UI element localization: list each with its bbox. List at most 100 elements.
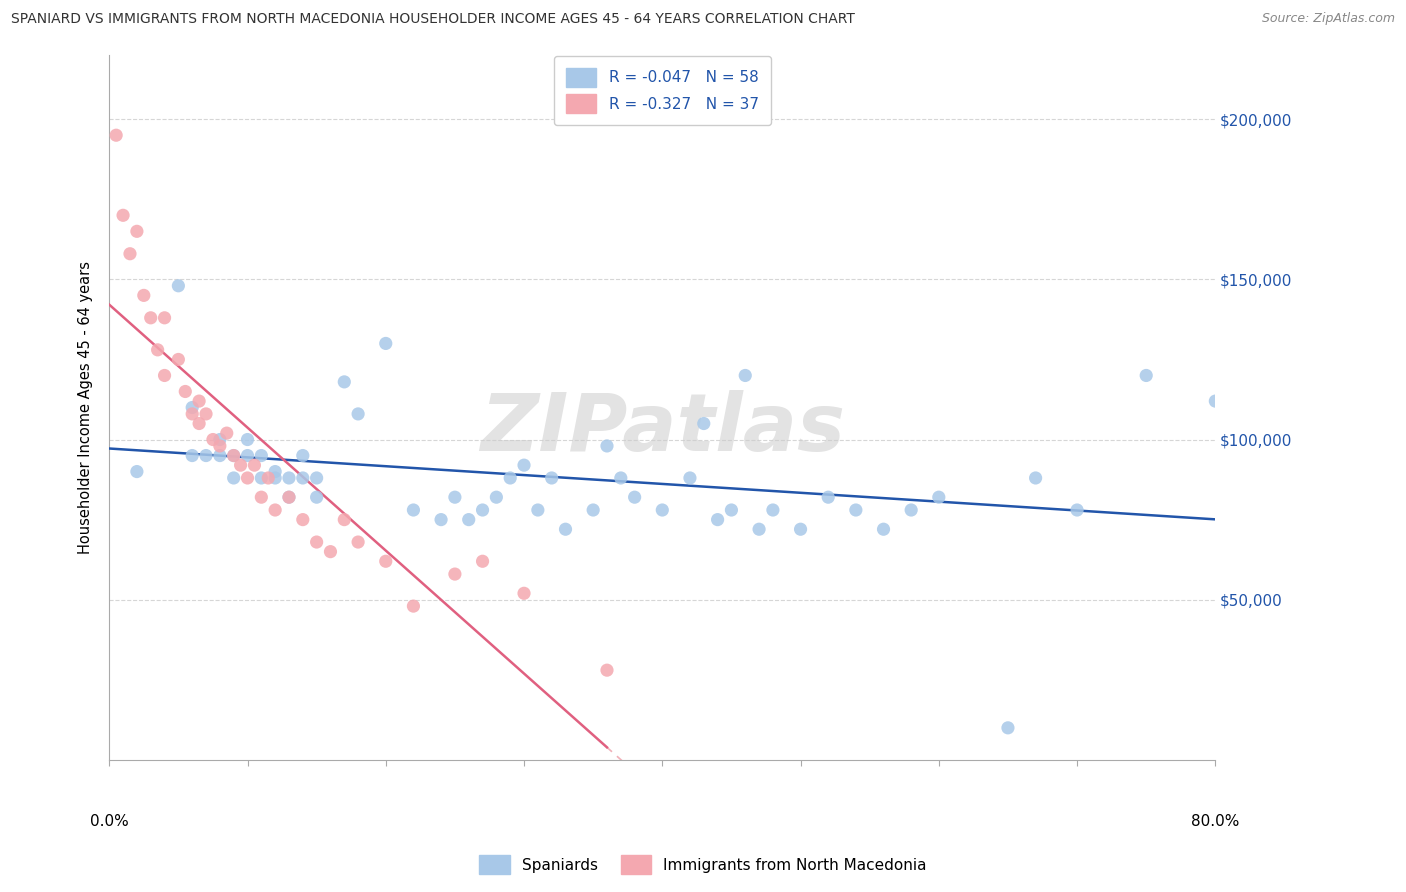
Point (402, 599, 425, 613)
Point (222, 449, 245, 463)
Point (118, 246, 141, 260)
Point (997, 721, 1019, 735)
Text: 0.0%: 0.0% (90, 814, 128, 830)
Point (444, 490, 467, 504)
Point (499, 471, 522, 485)
Point (347, 407, 370, 421)
Point (402, 503, 425, 517)
Point (278, 471, 301, 485)
Point (333, 375, 356, 389)
Text: SPANIARD VS IMMIGRANTS FROM NORTH MACEDONIA HOUSEHOLDER INCOME AGES 45 - 64 YEAR: SPANIARD VS IMMIGRANTS FROM NORTH MACEDO… (11, 12, 855, 26)
Point (845, 503, 868, 517)
Point (444, 567, 467, 582)
Point (208, 449, 231, 463)
Point (236, 471, 259, 485)
Text: 80.0%: 80.0% (1191, 814, 1240, 830)
Point (374, 336, 396, 351)
Point (105, 128, 128, 143)
Point (679, 471, 702, 485)
Legend: Spaniards, Immigrants from North Macedonia: Spaniards, Immigrants from North Macedon… (472, 849, 934, 880)
Point (305, 471, 328, 485)
Point (623, 490, 645, 504)
Point (264, 465, 287, 479)
Point (264, 471, 287, 485)
Point (540, 471, 562, 485)
Point (471, 554, 494, 568)
Point (146, 343, 169, 357)
Point (610, 471, 633, 485)
Point (257, 471, 280, 485)
Point (222, 449, 245, 463)
Point (513, 458, 536, 472)
Point (748, 522, 770, 536)
Point (596, 663, 619, 677)
Point (554, 522, 576, 536)
Point (291, 449, 314, 463)
Text: Source: ZipAtlas.com: Source: ZipAtlas.com (1261, 12, 1395, 25)
Point (188, 394, 211, 409)
Point (181, 401, 204, 415)
Point (693, 417, 716, 431)
Point (651, 503, 673, 517)
Point (195, 449, 218, 463)
Point (174, 384, 197, 399)
Point (582, 503, 605, 517)
Point (236, 433, 259, 447)
Point (291, 471, 314, 485)
Point (250, 449, 273, 463)
Point (291, 513, 314, 527)
Point (928, 490, 950, 504)
Point (278, 490, 301, 504)
Point (201, 433, 224, 447)
Point (243, 458, 266, 472)
Point (789, 522, 811, 536)
Point (457, 513, 479, 527)
Point (215, 426, 238, 441)
Point (374, 554, 396, 568)
Point (485, 490, 508, 504)
Point (278, 490, 301, 504)
Point (229, 458, 252, 472)
Point (333, 513, 356, 527)
Point (734, 368, 756, 383)
Point (208, 439, 231, 453)
Point (250, 490, 273, 504)
Text: ZIPatlas: ZIPatlas (479, 390, 845, 467)
Point (817, 490, 839, 504)
Point (513, 586, 536, 600)
Point (250, 471, 273, 485)
Point (596, 439, 619, 453)
Point (1135, 368, 1157, 383)
Point (872, 522, 894, 536)
Point (208, 433, 231, 447)
Point (720, 503, 742, 517)
Point (181, 407, 204, 421)
Point (347, 535, 370, 549)
Point (305, 490, 328, 504)
Point (125, 465, 148, 479)
Point (706, 513, 728, 527)
Point (471, 503, 494, 517)
Y-axis label: Householder Income Ages 45 - 64 years: Householder Income Ages 45 - 64 years (79, 261, 93, 554)
Point (167, 278, 190, 293)
Legend: R = -0.047   N = 58, R = -0.327   N = 37: R = -0.047 N = 58, R = -0.327 N = 37 (554, 55, 770, 125)
Point (527, 503, 550, 517)
Point (305, 535, 328, 549)
Point (153, 368, 176, 383)
Point (167, 352, 190, 367)
Point (195, 407, 218, 421)
Point (125, 224, 148, 238)
Point (132, 288, 155, 302)
Point (112, 208, 135, 222)
Point (236, 449, 259, 463)
Point (1066, 503, 1088, 517)
Point (188, 417, 211, 431)
Point (319, 544, 342, 558)
Point (430, 513, 453, 527)
Point (762, 503, 785, 517)
Point (181, 449, 204, 463)
Point (139, 310, 162, 325)
Point (264, 503, 287, 517)
Point (153, 310, 176, 325)
Point (1025, 471, 1047, 485)
